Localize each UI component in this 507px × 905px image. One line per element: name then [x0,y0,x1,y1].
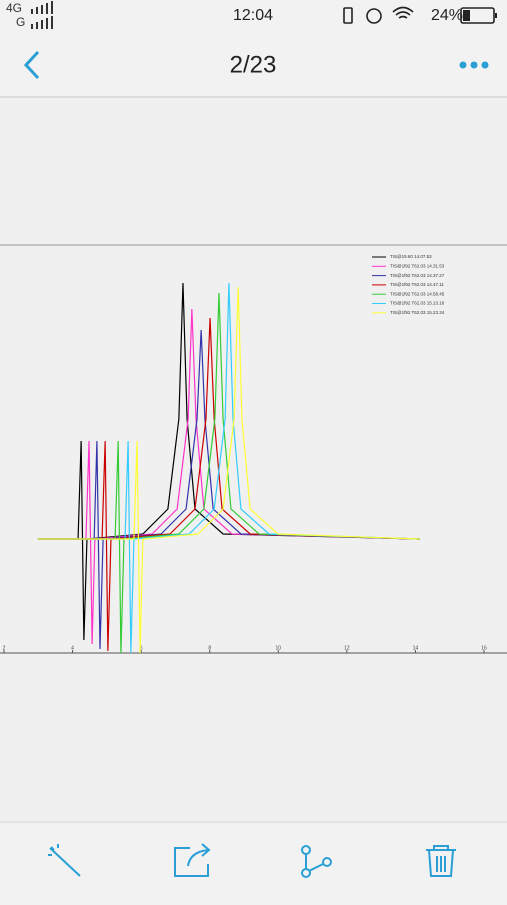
legend-label: TIS@1f92 T62.03 14.37.27 [390,273,445,278]
x-tick-label: 14 [413,645,419,651]
status-icons [343,6,414,24]
edit-button[interactable] [48,844,81,877]
legend-label: TIS@1f92 T62.03 15.13.16 [390,301,445,306]
plot: 2 4 6 8 10 12 14 16 TIS@19.60 14.07.53 TIS@1f92 T… [3,254,487,654]
image-viewer [0,98,507,822]
legend-label: TIS@1f92 T62.03 14.47.11 [390,282,444,287]
series-line [37,329,420,650]
x-tick-label: 6 [140,645,143,651]
battery-label: 24% [431,7,463,24]
legend-label: TIS@19.60 14.07.53 [390,254,432,259]
network-label: G [16,15,25,29]
legend-label: TIS@1f92 T62.03 15.23.34 [390,310,445,315]
more-button[interactable] [459,61,489,69]
legend-label: TIS@1f92 T62.03 14.31.53 [390,263,445,268]
series-line [37,292,420,654]
top-bar [0,0,507,97]
toolbar [48,843,456,878]
share-button[interactable] [174,843,211,877]
x-tick-label: 12 [344,645,350,651]
x-tick-label: 2 [3,645,6,651]
series-line [37,282,420,654]
x-tick-label: 4 [71,645,74,651]
x-tick-label: 8 [208,645,211,651]
back-button[interactable] [23,50,40,80]
header-title: 2/23 [230,51,277,78]
delete-button[interactable] [426,845,456,877]
signal-icon [31,1,53,29]
series-line [37,286,420,654]
x-tick-label: 10 [276,645,282,651]
series-line [37,317,420,652]
battery-icon [460,7,497,24]
clock: 12:04 [233,7,273,24]
legend-label: TIS@1f92 T62.03 14.58.45 [390,291,445,296]
network-label: 4G [6,1,22,15]
flow-button[interactable] [301,845,332,878]
x-tick-label: 16 [481,645,487,651]
